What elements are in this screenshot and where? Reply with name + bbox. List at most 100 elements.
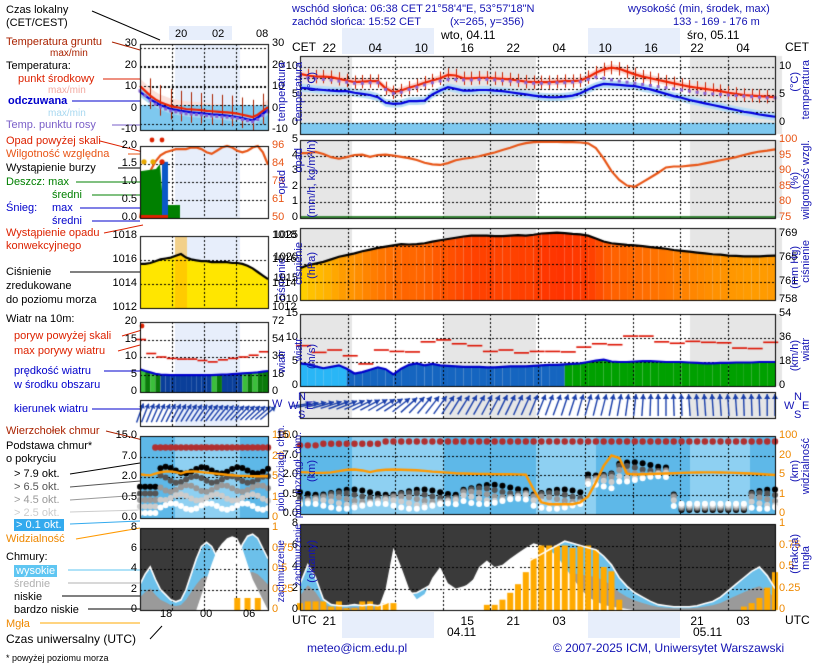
small-cover-tick-2: 2 bbox=[130, 582, 137, 595]
small-precip-tick-2.0: 2.0 bbox=[121, 139, 137, 151]
main-day-label-2: śro, 05.11 bbox=[687, 28, 740, 42]
main-cloud-tick-0.0: 0.0 bbox=[282, 507, 298, 519]
main-compass-left-s: S bbox=[298, 409, 306, 421]
main-axis-opad-left: opad bbox=[293, 148, 305, 173]
small-wind-tick-r-54: 54 bbox=[272, 332, 285, 345]
main-fog-tick-0.25: 0.25 bbox=[779, 581, 801, 594]
small-precip-tick-1.5: 1.5 bbox=[121, 157, 137, 169]
small-wind-tick-0: 0 bbox=[130, 385, 137, 397]
main-axis-temperature-unit: (°C) bbox=[306, 72, 318, 92]
main-compass-left-n: N bbox=[298, 391, 306, 403]
main-bottom-day-2: 05.11 bbox=[693, 625, 723, 639]
small-compass-w: W bbox=[272, 398, 283, 410]
main-cloud-tick-15.0: 15.0 bbox=[276, 429, 298, 441]
main-day-label-1: wto, 04.11 bbox=[441, 28, 496, 42]
main-pres-tick-1010: 1010 bbox=[273, 293, 298, 305]
small-temp-tick-0: 0 bbox=[130, 101, 137, 114]
main-axis-hum-right-unit: (%) bbox=[789, 172, 801, 190]
main-vis-tick-5: 5 bbox=[779, 468, 786, 480]
small-axis-opad: opad bbox=[276, 170, 288, 195]
small-fog-tick-0.75: 0.75 bbox=[272, 541, 294, 554]
main-hum-tick-85: 85 bbox=[779, 179, 792, 192]
small-temp-tick-r-10: 10 bbox=[272, 80, 285, 92]
main-axis-opad-unit: (mm/h, kg/m²/h) bbox=[306, 140, 318, 218]
main-vis-tick-100: 100 bbox=[779, 429, 798, 441]
main-fog-tick-0.75: 0.75 bbox=[779, 538, 801, 551]
main-axis-cover-left: zachmurzenie bbox=[293, 524, 304, 587]
small-bottom-tick-00: 00 bbox=[200, 608, 213, 620]
main-axis-temperature-right-unit: (°C) bbox=[789, 72, 801, 92]
small-pres-tick-1012: 1012 bbox=[112, 301, 137, 313]
main-cover-tick-8: 8 bbox=[291, 517, 298, 529]
small-wind-tick-5: 5 bbox=[130, 367, 137, 380]
main-cover-tick-6: 6 bbox=[291, 538, 298, 551]
legend-local-time: Czas lokalny bbox=[6, 4, 69, 16]
main-bottom-band-2 bbox=[588, 612, 680, 638]
main-compass-left-w: W bbox=[288, 400, 299, 412]
main-axis-vis-right: widzialność bbox=[800, 438, 812, 495]
small-hum-tick-73: 73 bbox=[272, 175, 285, 187]
main-hum-tick-75: 75 bbox=[779, 211, 792, 223]
main-axis-hum-right: wilgotność wzgl. bbox=[800, 140, 812, 220]
main-axis-wind-right-unit: (km/h) bbox=[789, 340, 801, 372]
small-temp-tick-r-0: 0 bbox=[272, 101, 279, 114]
main-bottom-day-1: 04.11 bbox=[447, 625, 477, 639]
main-hum-tick-100: 100 bbox=[779, 133, 798, 145]
main-axis-fog-right-unit: (frakcja) bbox=[789, 534, 801, 574]
small-bottom-tick-06: 06 bbox=[243, 608, 256, 620]
small-temp-tick-r-20: 20 bbox=[272, 58, 285, 71]
small-cloud-tick-2.0: 2.0 bbox=[121, 470, 137, 482]
small-wind-tick-r-18: 18 bbox=[272, 367, 285, 380]
main-precip-tick-1: 1 bbox=[291, 195, 298, 208]
main-precip-tick-3: 3 bbox=[291, 164, 298, 177]
main-wind-tick-15: 15 bbox=[285, 307, 298, 319]
small-fog-tick-1: 1 bbox=[272, 521, 279, 533]
main-fog-tick-0.5: 0.5 bbox=[779, 560, 795, 572]
main-axis-cloud-left: pion. rozciągł. chm. bbox=[293, 432, 304, 519]
main-compass-left-e: E bbox=[306, 400, 314, 412]
small-wind-tick-r-72: 72 bbox=[272, 315, 285, 327]
small-temp-tick-r--10: -10 bbox=[272, 123, 288, 135]
small-hum-tick-96: 96 bbox=[272, 139, 285, 151]
small-temp-tick-r-30: 30 bbox=[272, 37, 285, 49]
main-cover-tick-0: 0 bbox=[291, 603, 298, 615]
main-night-band-2 bbox=[588, 28, 680, 54]
main-axis-pres-right: ciśnienie bbox=[800, 240, 812, 283]
main-axis-pres-left: ciśnienie bbox=[293, 242, 305, 285]
main-bottom-hour-21: 21 bbox=[506, 614, 520, 628]
main-axis-wind-left: wiatr bbox=[293, 338, 305, 362]
small-pres-tick-1016: 1016 bbox=[112, 253, 137, 265]
header-sunrise: wschód słońca: 06:38 CET bbox=[292, 3, 423, 15]
main-axis-cloud-unit: (km) bbox=[306, 460, 318, 482]
small-cover-tick-6: 6 bbox=[130, 541, 137, 554]
main-axis-wind-right: wiatr bbox=[800, 338, 812, 362]
small-precip-tick-1.0: 1.0 bbox=[121, 175, 137, 187]
main-wind-tick-r-18: 18 bbox=[779, 355, 792, 367]
small-vis-tick-20: 20 bbox=[272, 449, 285, 462]
main-bottom-hour-03: 03 bbox=[736, 614, 750, 628]
small-vis-tick-100: 100 bbox=[272, 429, 291, 441]
main-utc-left: UTC bbox=[292, 613, 317, 627]
small-axis-wiatr: wiatr bbox=[276, 350, 288, 374]
main-cloud-tick-7.0: 7.0 bbox=[282, 448, 298, 461]
main-precip-tick-2: 2 bbox=[291, 179, 298, 192]
header-altitude-label: wysokość (min, środek, max) bbox=[628, 3, 770, 15]
footer-email[interactable]: meteo@icm.edu.pl bbox=[307, 641, 408, 655]
small-pres-tick-1014: 1014 bbox=[112, 277, 137, 289]
small-cloud-tick-0.0: 0.0 bbox=[121, 511, 137, 523]
small-fog-tick-0: 0 bbox=[272, 603, 279, 615]
main-axis-pres-unit: (hPa) bbox=[306, 252, 318, 279]
main-pres-tick-1025: 1025 bbox=[273, 229, 298, 242]
main-hum-tick-95: 95 bbox=[779, 148, 792, 161]
main-pres-tick-r-758: 758 bbox=[779, 293, 798, 305]
header-sunset: zachód słońca: 15:52 CET bbox=[292, 16, 422, 28]
small-wind-tick-r-0: 0 bbox=[272, 385, 279, 397]
legend-footnote: * powyżej poziomu morza bbox=[6, 653, 109, 663]
main-compass-right-n: N bbox=[794, 391, 802, 403]
main-utc-right: UTC bbox=[785, 613, 810, 627]
small-vis-tick-1: 1 bbox=[272, 490, 279, 503]
small-vis-tick-0: 0 bbox=[272, 511, 279, 523]
main-pres-tick-1020: 1020 bbox=[273, 250, 298, 263]
main-fog-tick-1: 1 bbox=[779, 517, 786, 529]
main-pres-tick-1015: 1015 bbox=[273, 271, 298, 284]
